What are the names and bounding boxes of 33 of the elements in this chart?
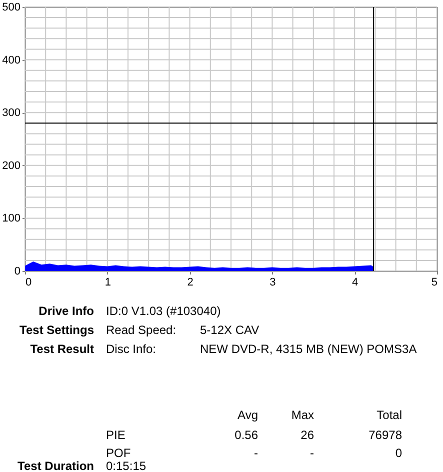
text: 26	[300, 428, 314, 442]
text: Disc Info:	[106, 342, 156, 356]
x-tick-label: 1	[104, 276, 111, 288]
x-tick-label: 0	[26, 276, 32, 288]
y-tick-label: 400	[2, 54, 20, 66]
text: Avg	[238, 408, 258, 422]
text: Test Duration	[18, 459, 94, 472]
text: Total	[376, 408, 402, 422]
text: Test Result	[30, 342, 94, 356]
y-tick-label: 100	[2, 212, 20, 225]
text: Read Speed:	[106, 323, 176, 337]
text: 76978	[368, 428, 402, 442]
text: Test Settings	[20, 323, 94, 337]
text: ID:0 V1.03 (#103040)	[106, 304, 221, 318]
text: Drive Info	[38, 304, 94, 318]
y-tick-label: 0	[14, 266, 20, 278]
text: 0.56	[234, 428, 258, 442]
text: 0	[395, 446, 402, 460]
y-tick-label: 500	[2, 2, 20, 14]
y-tick-label: 200	[2, 160, 20, 172]
text: 5-12X CAV	[200, 323, 260, 337]
y-tick-label: 300	[2, 107, 20, 120]
x-tick-label: 2	[187, 276, 194, 288]
x-tick-label: 3	[270, 276, 276, 288]
x-tick-label: 5	[431, 276, 438, 288]
text: -	[254, 446, 258, 460]
text: POF	[106, 446, 131, 460]
text: 0:15:15	[106, 459, 146, 472]
text: Max	[291, 408, 314, 422]
text: -	[310, 446, 314, 460]
text: NEW DVD-R, 4315 MB (NEW) POMS3A	[200, 342, 417, 356]
text: PIE	[106, 428, 126, 442]
x-tick-label: 4	[352, 276, 358, 288]
